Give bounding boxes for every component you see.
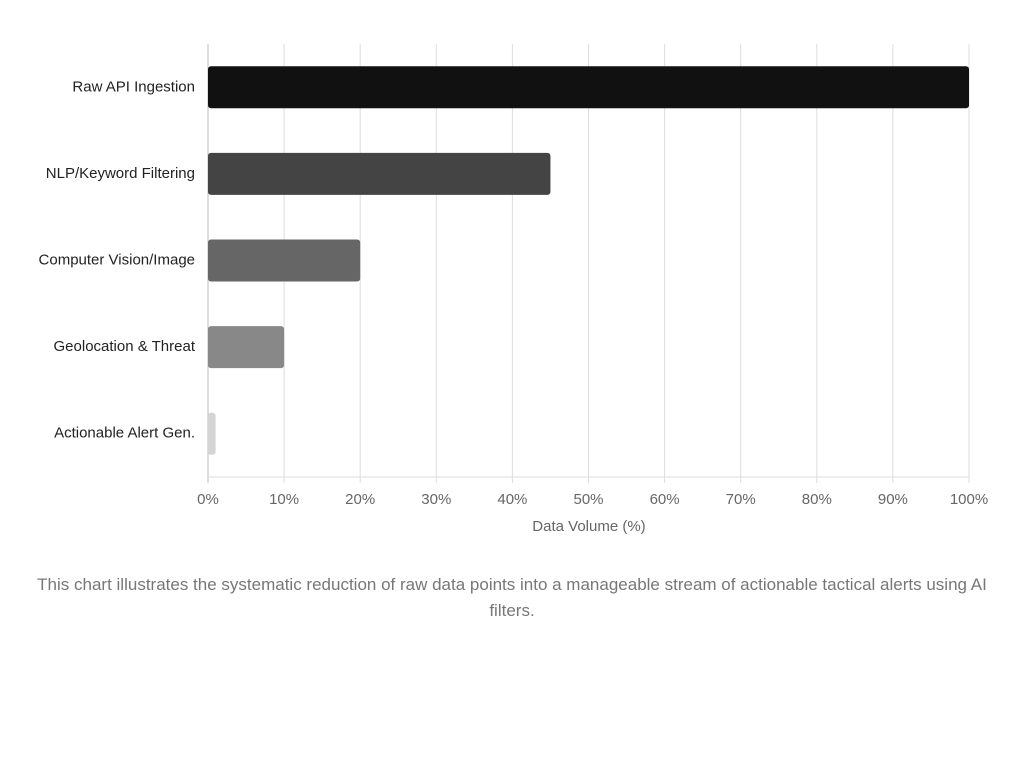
y-tick-label: Computer Vision/Image — [39, 251, 195, 268]
bar — [208, 239, 361, 282]
bar — [208, 412, 216, 455]
x-tick-label: 20% — [345, 491, 375, 508]
x-tick-label: 70% — [726, 491, 756, 508]
x-tick-label: 80% — [802, 491, 832, 508]
x-axis-title: Data Volume (%) — [532, 518, 645, 535]
bar — [208, 66, 969, 109]
y-tick-label: Raw API Ingestion — [72, 78, 195, 95]
x-tick-label: 30% — [421, 491, 451, 508]
x-tick-label: 90% — [878, 491, 908, 508]
x-tick-label: 0% — [197, 491, 219, 508]
y-tick-label: Geolocation & Threat — [54, 338, 196, 355]
bar — [208, 326, 285, 369]
x-tick-label: 10% — [269, 491, 299, 508]
caption: This chart illustrates the systematic re… — [37, 575, 987, 620]
bar — [208, 152, 551, 195]
x-tick-label: 50% — [573, 491, 603, 508]
x-tick-label: 60% — [650, 491, 680, 508]
x-tick-label: 40% — [497, 491, 527, 508]
y-tick-label: Actionable Alert Gen. — [54, 425, 195, 442]
chart: Data Volume (%) 0% 10% 20% 30% 40% 50% 60% 70% 8… — [39, 44, 988, 535]
x-tick-label: 100% — [950, 491, 988, 508]
y-tick-label: NLP/Keyword Filtering — [46, 165, 195, 182]
